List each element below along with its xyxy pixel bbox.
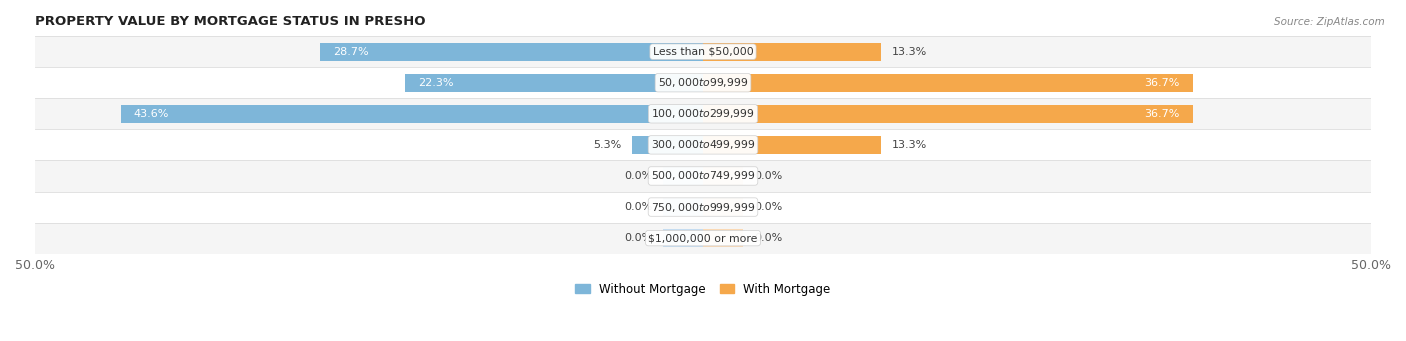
Text: Source: ZipAtlas.com: Source: ZipAtlas.com [1274,17,1385,27]
Text: $100,000 to $299,999: $100,000 to $299,999 [651,107,755,120]
Text: 43.6%: 43.6% [134,109,169,119]
Text: 28.7%: 28.7% [333,47,368,57]
Bar [703,136,880,154]
Text: 0.0%: 0.0% [624,233,652,243]
Text: 13.3%: 13.3% [891,140,927,150]
Text: 0.0%: 0.0% [624,202,652,212]
Bar [0,129,1406,160]
Text: 0.0%: 0.0% [754,233,782,243]
Bar [703,167,744,185]
Bar [0,160,1406,192]
Text: 36.7%: 36.7% [1144,78,1180,88]
Bar [405,74,703,92]
Text: $50,000 to $99,999: $50,000 to $99,999 [658,76,748,89]
Text: 36.7%: 36.7% [1144,109,1180,119]
Text: $750,000 to $999,999: $750,000 to $999,999 [651,201,755,213]
Text: $1,000,000 or more: $1,000,000 or more [648,233,758,243]
Text: Less than $50,000: Less than $50,000 [652,47,754,57]
Bar [633,136,703,154]
Text: 5.3%: 5.3% [593,140,621,150]
Bar [703,74,1194,92]
Bar [703,229,744,247]
Text: 0.0%: 0.0% [624,171,652,181]
Bar [0,36,1406,67]
Bar [703,198,744,216]
Bar [0,192,1406,223]
Bar [703,105,1194,123]
Text: $500,000 to $749,999: $500,000 to $749,999 [651,169,755,182]
Bar [662,229,703,247]
Text: $300,000 to $499,999: $300,000 to $499,999 [651,138,755,151]
Bar [0,98,1406,129]
Text: 0.0%: 0.0% [754,171,782,181]
Bar [0,67,1406,98]
Bar [703,43,880,61]
Bar [662,167,703,185]
Bar [121,105,703,123]
Bar [662,198,703,216]
Text: 0.0%: 0.0% [754,202,782,212]
Bar [0,223,1406,254]
Text: 22.3%: 22.3% [419,78,454,88]
Text: PROPERTY VALUE BY MORTGAGE STATUS IN PRESHO: PROPERTY VALUE BY MORTGAGE STATUS IN PRE… [35,15,426,28]
Legend: Without Mortgage, With Mortgage: Without Mortgage, With Mortgage [575,283,831,296]
Bar [319,43,703,61]
Text: 13.3%: 13.3% [891,47,927,57]
